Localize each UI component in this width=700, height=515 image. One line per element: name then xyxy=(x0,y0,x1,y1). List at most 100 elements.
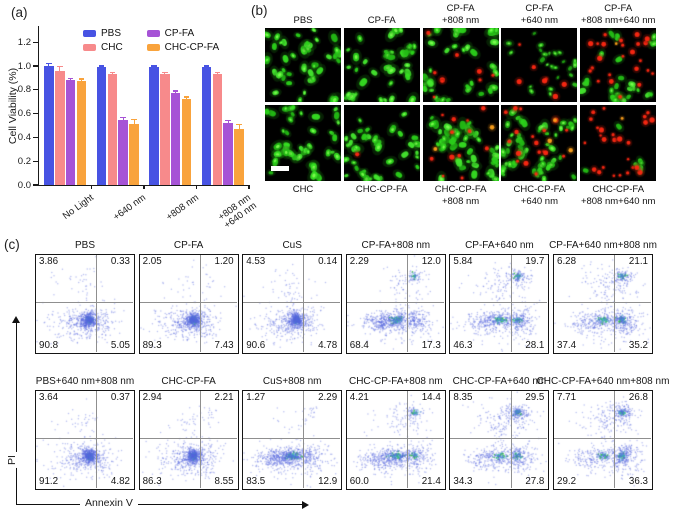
flow-plot-title: CuS xyxy=(282,240,302,251)
error-bar-cap xyxy=(236,133,242,135)
quadrant-line-horizontal xyxy=(450,437,548,439)
error-bar-cap xyxy=(172,90,179,92)
error-bar xyxy=(216,72,218,77)
x-axis-tick xyxy=(143,185,145,189)
flow-plot-area: 3.64 0.37 91.2 4.82 xyxy=(36,391,133,488)
error-bar-cap xyxy=(98,67,105,69)
bar-pbs xyxy=(201,67,212,185)
quadrant-value-tl: 5.84 xyxy=(453,256,473,267)
quadrant-line-vertical xyxy=(303,255,305,352)
flow-plot-title: CP-FA+808 nm xyxy=(361,240,431,251)
annexin-axis-line xyxy=(16,504,304,506)
flow-plot-area: 6.28 21.1 37.4 35.2 xyxy=(554,255,651,352)
quadrant-value-bl: 68.4 xyxy=(349,340,369,351)
y-axis-tick xyxy=(33,160,38,162)
flow-scatter xyxy=(346,391,444,488)
flow-plot: 4.21 14.4 60.0 21.4 xyxy=(345,390,446,490)
error-bar-cap xyxy=(78,83,85,85)
flow-plot-title: CHC-CP-FA+640 nm xyxy=(452,376,547,387)
error-bar-cap xyxy=(172,95,179,97)
quadrant-value-bl: 90.8 xyxy=(39,340,59,351)
bar-cp-fa xyxy=(118,119,128,185)
error-bar-cap xyxy=(120,121,126,123)
legend: PBS CHC CP-FA CHC-CP-FA xyxy=(83,28,219,53)
quadrant-value-br: 27.8 xyxy=(525,476,545,487)
flow-plot: 2.29 12.0 68.4 17.3 xyxy=(345,254,446,354)
flow-scatter xyxy=(139,391,237,488)
flow-plot-title: PBS+640 nm+808 nm xyxy=(35,376,135,387)
legend-label: CHC xyxy=(101,42,123,53)
flow-plot-title: CuS+808 nm xyxy=(262,376,322,387)
quadrant-value-tr: 21.1 xyxy=(628,256,648,267)
flow-plot-title: CP-FA+640 nm xyxy=(465,240,534,251)
panel-c-label: (c) xyxy=(4,237,20,252)
y-axis-tick xyxy=(33,136,38,139)
quadrant-line-horizontal xyxy=(554,437,651,439)
column-label: PBS xyxy=(293,14,313,26)
flow-plot: 5.84 19.7 46.3 28.1 xyxy=(449,254,550,354)
flow-scatter xyxy=(36,255,133,352)
quadrant-value-br: 4.78 xyxy=(318,340,338,351)
y-tick-label: 0.6 xyxy=(17,108,31,120)
flow-plot-title: CP-FA+640 nm+808 nm xyxy=(549,240,657,251)
flow-scatter xyxy=(243,255,341,352)
quadrant-value-tr: 1.20 xyxy=(214,256,234,267)
error-bar xyxy=(59,66,61,75)
error-bar-cap xyxy=(225,124,231,127)
pi-axis-line xyxy=(15,323,17,505)
legend-label: CP-FA xyxy=(164,28,195,39)
column-label: CP-FA +808 nm xyxy=(441,3,480,26)
micrograph xyxy=(501,105,578,181)
error-bar xyxy=(238,124,240,134)
quadrant-value-tr: 14.4 xyxy=(421,392,441,403)
error-bar-cap xyxy=(203,65,210,67)
bar-chart-plot-area: PBS CHC CP-FA CHC-CP-FA 0.0 0.2 0.4 0.6 0.8 1.0 1… xyxy=(18,26,259,231)
error-bar-cap xyxy=(57,74,63,76)
error-bar-cap xyxy=(109,71,116,74)
quadrant-line-horizontal xyxy=(346,437,444,439)
flow-plot-area: 8.35 29.5 34.3 27.8 xyxy=(450,391,548,488)
quadrant-line-vertical xyxy=(406,391,408,488)
error-bar-cap xyxy=(67,81,74,83)
quadrant-value-tl: 4.21 xyxy=(349,392,369,403)
flow-plot-title: CHC-CP-FA+808 nm xyxy=(348,376,443,387)
quadrant-value-br: 36.3 xyxy=(628,476,648,487)
y-tick-label: 1.2 xyxy=(17,36,31,48)
quadrant-value-tr: 29.5 xyxy=(525,392,545,403)
quadrant-value-bl: 46.3 xyxy=(453,340,473,351)
column-label: CHC-CP-FA +808 nm+640 nm xyxy=(580,184,656,207)
quadrant-line-horizontal xyxy=(139,437,237,439)
error-bar xyxy=(227,120,229,126)
quadrant-value-tl: 2.05 xyxy=(142,256,162,267)
error-bar xyxy=(122,117,124,122)
pi-axis-label: PI xyxy=(4,452,19,468)
quadrant-value-tr: 26.8 xyxy=(628,392,648,403)
flow-plot-area: 3.86 0.33 90.8 5.05 xyxy=(36,255,133,352)
column-label: CP-FA +640 nm xyxy=(520,3,559,26)
flow-plot-area: 5.84 19.7 46.3 28.1 xyxy=(450,255,548,352)
y-axis-tick xyxy=(33,65,38,67)
panel-b-micrographs: (b) PBS CP-FA CP-FA +808 nm CP-FA +640 nm CP-F… xyxy=(250,0,700,235)
quadrant-value-bl: 60.0 xyxy=(349,476,369,487)
quadrant-value-br: 17.3 xyxy=(421,340,441,351)
error-bar-cap xyxy=(98,65,105,67)
flow-plot: 2.05 1.20 89.3 7.43 xyxy=(138,254,239,354)
scale-bar xyxy=(271,166,289,171)
quadrant-value-tr: 19.7 xyxy=(525,256,545,267)
error-bar-cap xyxy=(151,67,157,69)
bar-cp-fa xyxy=(223,123,233,185)
micrograph xyxy=(422,28,499,102)
flow-plot-area: 2.94 2.21 86.3 8.55 xyxy=(139,391,237,488)
quadrant-value-tl: 2.94 xyxy=(142,392,162,403)
quadrant-value-br: 5.05 xyxy=(110,340,130,351)
quadrant-value-bl: 86.3 xyxy=(142,476,162,487)
error-bar xyxy=(164,72,166,77)
error-bar-cap xyxy=(131,128,137,130)
flow-plot-title: PBS xyxy=(74,240,96,251)
y-tick-label: 1.0 xyxy=(17,60,31,72)
quadrant-value-br: 28.1 xyxy=(525,340,545,351)
quadrant-value-bl: 90.6 xyxy=(246,340,266,351)
bar-chc-cp-fa xyxy=(181,99,192,185)
error-bar-cap xyxy=(46,63,52,65)
